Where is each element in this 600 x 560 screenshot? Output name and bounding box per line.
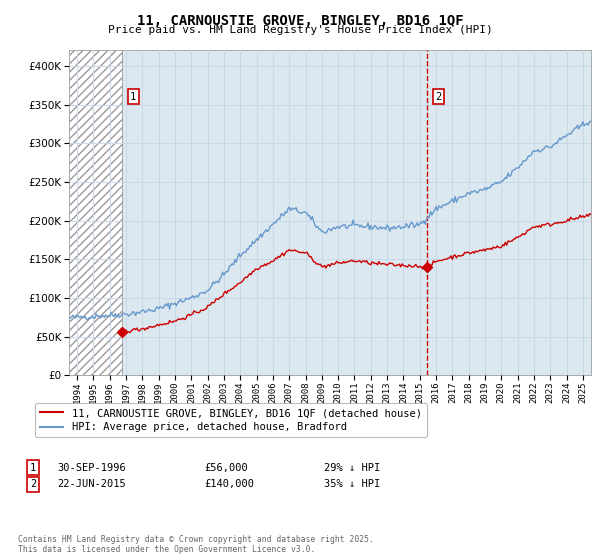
Legend: 11, CARNOUSTIE GROVE, BINGLEY, BD16 1QF (detached house), HPI: Average price, de: 11, CARNOUSTIE GROVE, BINGLEY, BD16 1QF … — [35, 403, 427, 437]
Text: £140,000: £140,000 — [204, 479, 254, 489]
Text: 2: 2 — [30, 479, 36, 489]
Bar — [69, 50, 122, 375]
Text: Price paid vs. HM Land Registry's House Price Index (HPI): Price paid vs. HM Land Registry's House … — [107, 25, 493, 35]
Text: £56,000: £56,000 — [204, 463, 248, 473]
Text: 2: 2 — [436, 92, 442, 102]
Text: 11, CARNOUSTIE GROVE, BINGLEY, BD16 1QF: 11, CARNOUSTIE GROVE, BINGLEY, BD16 1QF — [137, 14, 463, 28]
Text: 1: 1 — [30, 463, 36, 473]
Text: 30-SEP-1996: 30-SEP-1996 — [57, 463, 126, 473]
Text: Contains HM Land Registry data © Crown copyright and database right 2025.
This d: Contains HM Land Registry data © Crown c… — [18, 535, 374, 554]
Text: 22-JUN-2015: 22-JUN-2015 — [57, 479, 126, 489]
Text: 1: 1 — [130, 92, 136, 102]
Text: 29% ↓ HPI: 29% ↓ HPI — [324, 463, 380, 473]
Text: 35% ↓ HPI: 35% ↓ HPI — [324, 479, 380, 489]
